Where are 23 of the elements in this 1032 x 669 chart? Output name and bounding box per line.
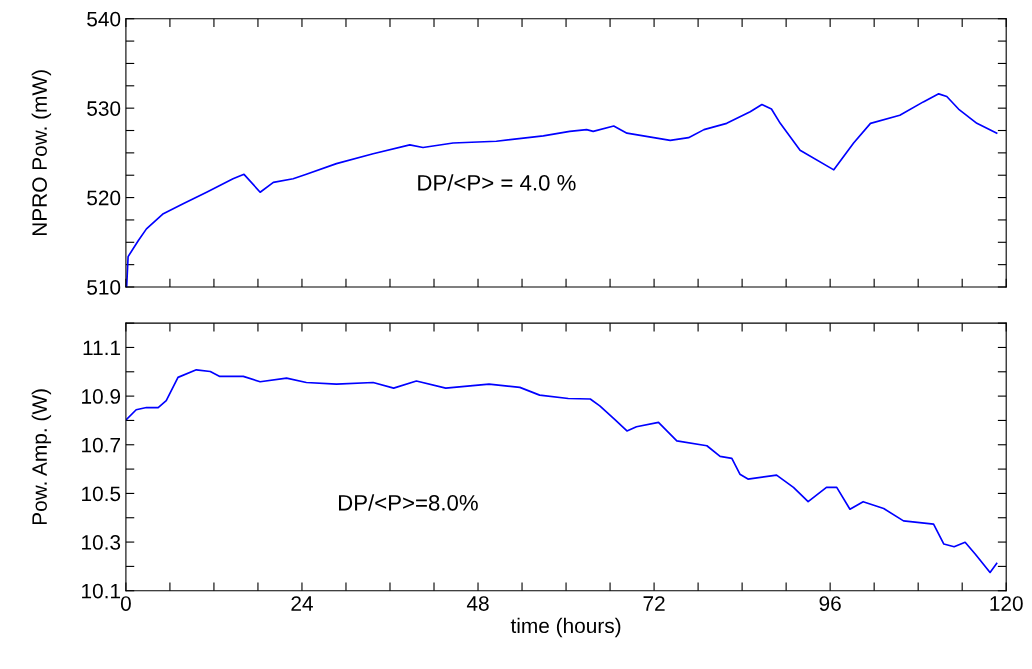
x-tick-label: 120 (990, 596, 1023, 611)
y-tick-label: 10.5 (82, 486, 121, 502)
x-tick-label: 96 (819, 596, 841, 611)
annotation: DP/<P> = 4.0 % (418, 174, 576, 191)
y-tick-label: 10.3 (82, 535, 121, 550)
y-axis-title: NPRO Pow. (mW) (31, 70, 52, 236)
y-tick-label: 10.1 (82, 583, 121, 599)
x-tick-label: 0 (120, 596, 131, 611)
y-tick-label: 11.1 (83, 340, 121, 355)
annotation: DP/<P>=8.0% (339, 494, 478, 511)
y-tick-label: 10.9 (82, 389, 121, 404)
x-tick-label: 24 (291, 596, 313, 611)
y-tick-label: 510 (87, 280, 121, 295)
y-tick-label: 530 (87, 101, 121, 116)
line-series (125, 93, 998, 287)
x-axis-title: time (hours) (510, 617, 621, 638)
line-series (125, 369, 998, 574)
y-tick-label: 520 (87, 190, 121, 206)
y-axis-title: Pow. Amp. (W) (31, 389, 52, 525)
x-tick-label: 72 (643, 596, 665, 611)
x-tick-label: 48 (466, 596, 489, 611)
y-tick-label: 540 (87, 11, 121, 27)
y-tick-label: 10.7 (82, 437, 120, 453)
